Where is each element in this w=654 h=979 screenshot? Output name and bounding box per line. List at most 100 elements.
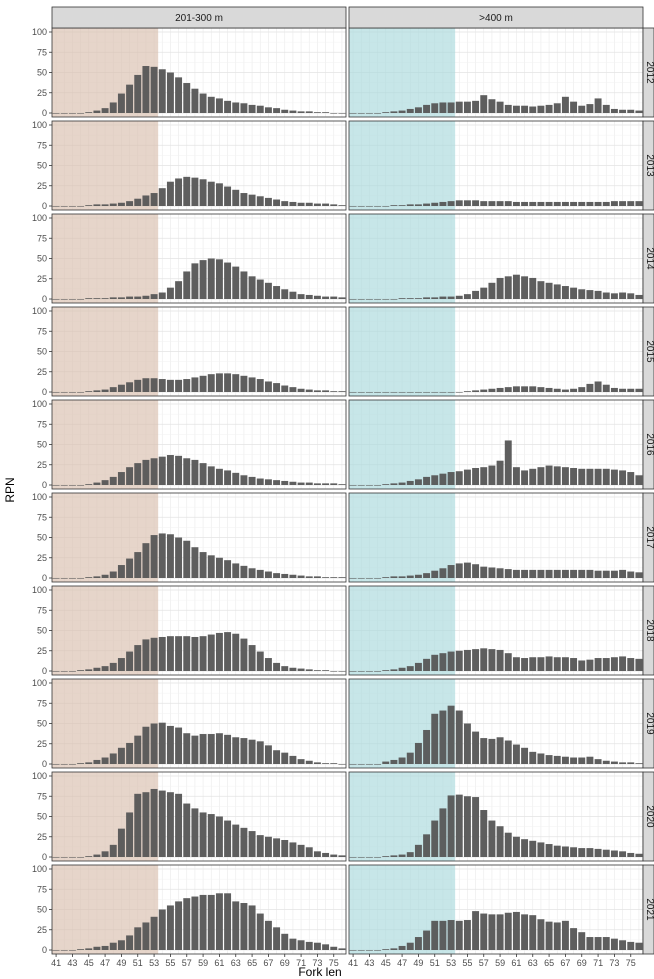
facet-strip-row-label: 2014: [644, 247, 654, 270]
bar: [496, 914, 504, 950]
bar: [578, 105, 586, 113]
bar: [578, 569, 586, 578]
bar: [529, 201, 537, 206]
bar: [215, 557, 223, 578]
bar: [349, 578, 357, 579]
bar: [305, 576, 313, 578]
bar: [537, 387, 545, 392]
bar: [289, 201, 297, 206]
bar: [455, 101, 463, 113]
bar: [338, 391, 346, 392]
bar: [627, 571, 635, 578]
bar: [488, 649, 496, 671]
y-tick-label: 0: [42, 480, 47, 490]
y-tick-label: 100: [32, 585, 47, 595]
bar: [627, 293, 635, 299]
x-tick-label: 69: [577, 958, 587, 968]
bar: [256, 478, 264, 485]
bar: [77, 578, 85, 579]
bar: [480, 287, 488, 299]
facet-panel: [51, 771, 347, 862]
y-tick-label: 25: [37, 553, 47, 563]
bar: [423, 658, 431, 671]
x-tick-label: 53: [149, 958, 159, 968]
facet-strip-row: [642, 27, 654, 118]
bar: [142, 543, 150, 578]
bar: [150, 535, 158, 578]
bar: [414, 844, 422, 857]
bar: [561, 96, 569, 113]
x-tick-label: 61: [511, 958, 521, 968]
bar: [382, 392, 390, 393]
bar: [264, 282, 272, 299]
bar: [224, 632, 232, 671]
bar: [175, 379, 183, 392]
bar: [553, 103, 561, 113]
y-tick-label: 50: [37, 905, 47, 915]
bar: [199, 734, 207, 764]
bar: [357, 857, 365, 858]
bar: [232, 563, 240, 578]
bar: [472, 911, 480, 950]
bar: [126, 296, 134, 299]
bar: [68, 857, 76, 858]
y-tick-label: 100: [32, 27, 47, 37]
y-tick-label: 75: [37, 791, 47, 801]
bar: [553, 657, 561, 671]
bar: [289, 291, 297, 299]
bar: [199, 812, 207, 857]
y-tick-label: 75: [37, 512, 47, 522]
bar: [610, 469, 618, 485]
facet-panel: [348, 585, 644, 676]
bar: [349, 392, 357, 393]
bar: [109, 844, 117, 857]
bar: [349, 299, 357, 300]
bar: [553, 388, 561, 392]
bar: [273, 927, 281, 950]
bar: [357, 764, 365, 765]
bar: [142, 378, 150, 392]
bar: [183, 803, 191, 857]
bar: [455, 471, 463, 485]
bar: [512, 201, 520, 206]
bar: [488, 388, 496, 392]
bar: [93, 576, 101, 578]
facet-panel: [51, 399, 347, 490]
bar: [504, 912, 512, 950]
bar: [463, 101, 471, 113]
bar: [256, 913, 264, 950]
bar: [305, 482, 313, 485]
bar: [166, 792, 174, 857]
bar: [330, 204, 338, 206]
bar: [191, 547, 199, 578]
bar: [382, 761, 390, 764]
bar: [570, 467, 578, 485]
bar: [545, 656, 553, 671]
bar: [142, 195, 150, 206]
bar: [232, 824, 240, 857]
facet-panel: [51, 678, 347, 769]
bar: [101, 757, 109, 764]
y-tick-label: 100: [32, 678, 47, 688]
bar: [313, 295, 321, 299]
facet-strip-row: [642, 306, 654, 397]
bar: [594, 759, 602, 764]
bar: [414, 742, 422, 764]
bar: [537, 569, 545, 578]
bar: [175, 281, 183, 299]
bar: [619, 762, 627, 764]
bar: [390, 669, 398, 671]
bar: [68, 764, 76, 765]
bar: [553, 201, 561, 206]
bar: [521, 276, 529, 299]
bar: [77, 113, 85, 114]
bar: [512, 657, 520, 671]
bar: [357, 671, 365, 672]
bar: [610, 657, 618, 671]
bar: [504, 387, 512, 392]
x-tick-label: 45: [84, 958, 94, 968]
facet-panel: [51, 27, 347, 118]
bar: [439, 201, 447, 206]
bar: [322, 763, 330, 764]
